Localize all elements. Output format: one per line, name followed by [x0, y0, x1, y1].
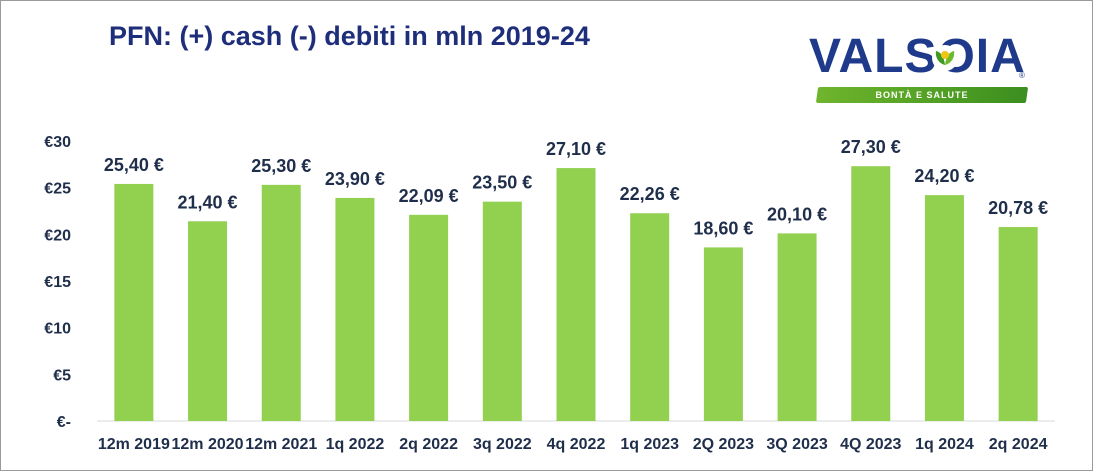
data-label: 22,26 €: [620, 184, 680, 204]
y-tick-label: €30: [44, 134, 71, 151]
bar: [556, 168, 596, 421]
x-tick-label: 12m 2019: [98, 436, 170, 453]
chart-title: PFN: (+) cash (-) debiti in mln 2019-24: [109, 21, 590, 51]
data-label: 23,90 €: [325, 169, 385, 189]
data-label: 22,09 €: [399, 186, 459, 206]
bar: [261, 184, 301, 421]
bar: [482, 201, 522, 421]
x-tick-label: 1q 2022: [326, 436, 385, 453]
x-tick-label: 1q 2023: [620, 436, 679, 453]
data-label: 20,78 €: [988, 198, 1048, 218]
x-tick-label: 12m 2020: [172, 436, 244, 453]
x-tick-label: 2Q 2023: [693, 436, 754, 453]
x-tick-label: 4q 2022: [547, 436, 606, 453]
data-label: 23,50 €: [472, 173, 532, 193]
data-label: 25,40 €: [104, 155, 164, 175]
bar: [998, 227, 1038, 421]
logo-tagline: BONTÀ E SALUTE: [875, 90, 969, 100]
x-tick-label: 3Q 2023: [766, 436, 827, 453]
y-tick-label: €15: [44, 274, 71, 291]
data-label: 27,10 €: [546, 139, 606, 159]
bar: [777, 233, 817, 421]
bar: [924, 195, 964, 421]
bar: [114, 183, 154, 421]
bar: [851, 166, 891, 421]
data-label: 21,40 €: [178, 192, 238, 212]
y-tick-label: €25: [44, 181, 71, 198]
data-label: 24,20 €: [914, 166, 974, 186]
leaf-emblem-icon: [932, 45, 958, 71]
bar: [188, 221, 228, 421]
x-tick-label: 12m 2021: [245, 436, 317, 453]
y-tick-label: €10: [44, 321, 71, 338]
valsoia-logo: VALSOIA ® BONTÀ E SALUTE: [809, 27, 1031, 107]
x-tick-label: 3q 2022: [473, 436, 532, 453]
bar: [409, 214, 449, 421]
x-tick-label: 2q 2024: [989, 436, 1048, 453]
bar: [703, 247, 743, 421]
bar: [335, 197, 375, 421]
x-tick-label: 2q 2022: [399, 436, 458, 453]
logo-registered-mark: ®: [1019, 71, 1025, 80]
data-label: 18,60 €: [693, 218, 753, 238]
bar: [630, 213, 670, 421]
data-label: 25,30 €: [251, 156, 311, 176]
x-tick-label: 4Q 2023: [840, 436, 901, 453]
data-label: 20,10 €: [767, 204, 827, 224]
y-tick-label: €20: [44, 227, 71, 244]
y-tick-label: €5: [53, 367, 71, 384]
y-tick-label: €-: [57, 414, 71, 431]
logo-wordmark: VALSOIA: [809, 30, 1026, 83]
x-tick-label: 1q 2024: [915, 436, 974, 453]
data-label: 27,30 €: [841, 137, 901, 157]
